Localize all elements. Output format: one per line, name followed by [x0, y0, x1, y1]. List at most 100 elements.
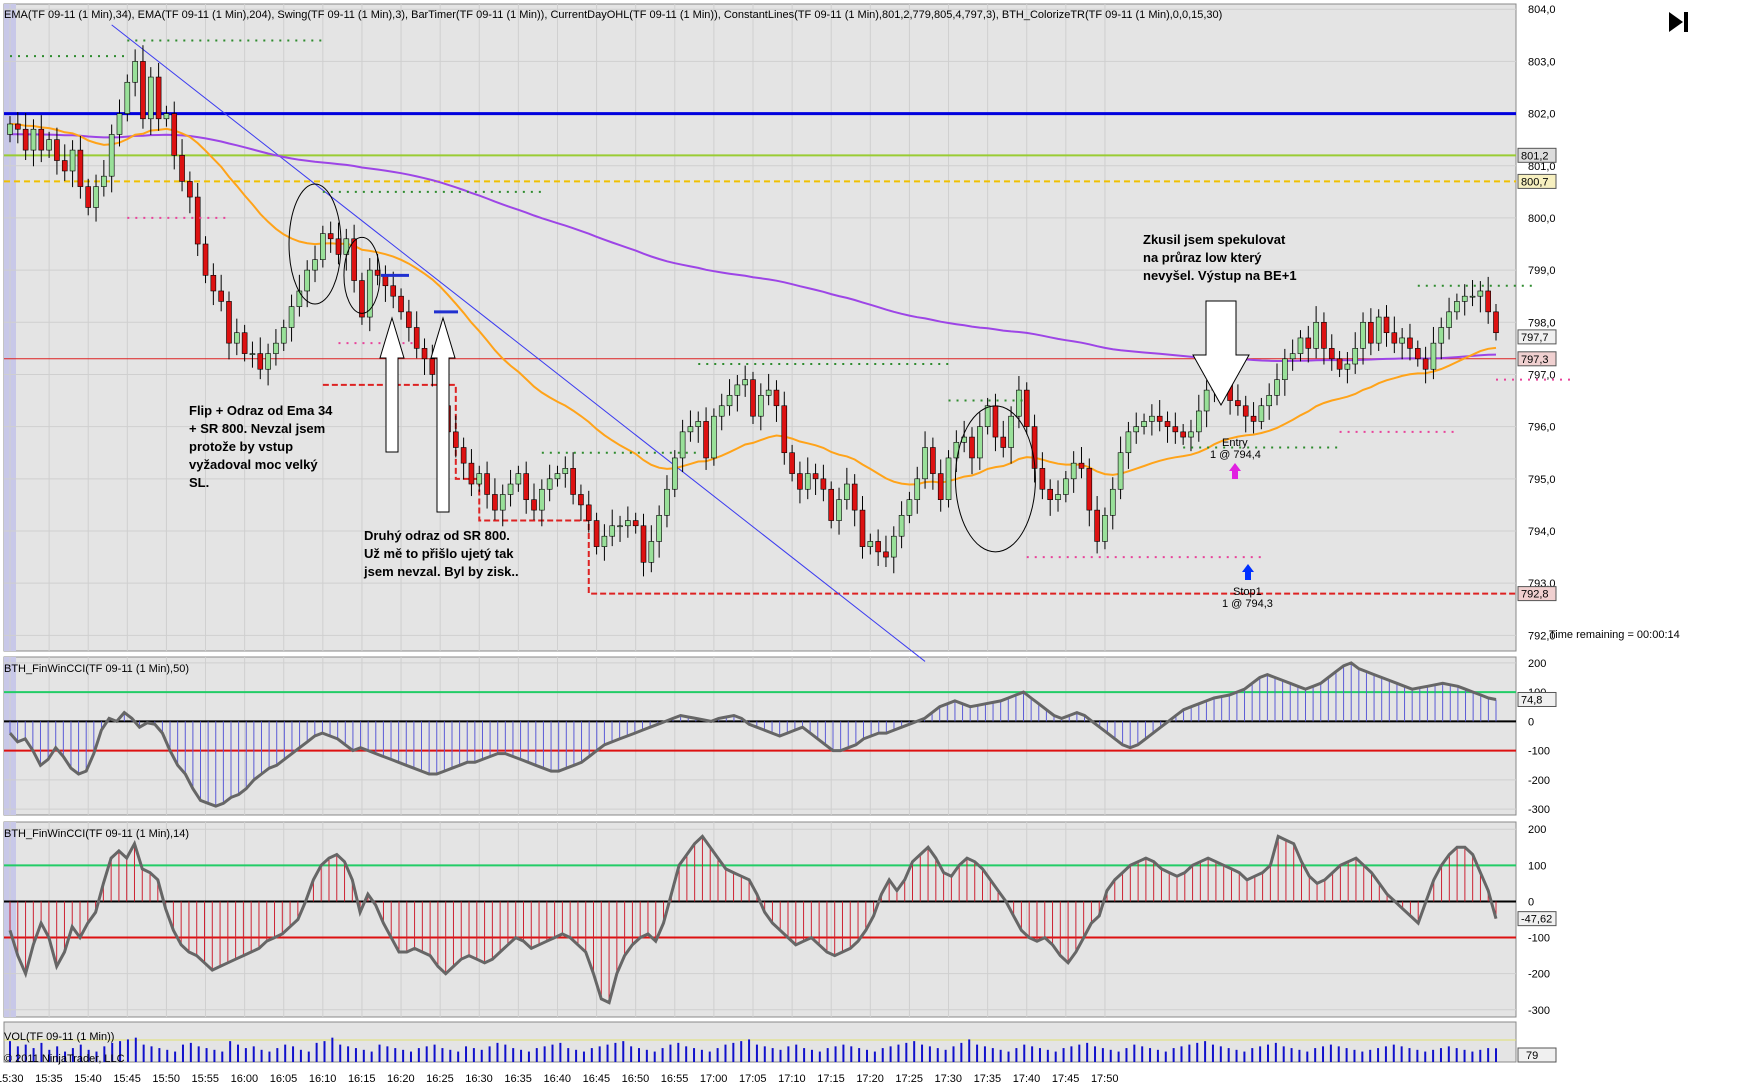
candle-body: [218, 290, 224, 302]
price-tag-box: [1517, 147, 1557, 163]
candle: [22, 113, 29, 161]
price-panel[interactable]: [4, 24, 1575, 662]
candle: [812, 463, 819, 495]
annotation-circle: [288, 183, 342, 305]
panel-background: [3, 1021, 1517, 1063]
price-tag: 797,7: [1517, 329, 1557, 345]
candle: [789, 444, 795, 482]
candle-body: [499, 494, 506, 511]
candle: [1109, 477, 1116, 530]
candle-body: [280, 327, 287, 344]
candle: [828, 481, 835, 529]
candle: [695, 411, 702, 443]
candle: [914, 466, 921, 514]
candle-body: [155, 76, 162, 120]
candle: [898, 501, 905, 549]
candle-body: [1313, 321, 1319, 349]
candle: [124, 74, 131, 122]
svg-text:Entry: Entry: [1222, 437, 1248, 449]
candle-body: [366, 269, 373, 318]
candle: [851, 474, 858, 527]
candle-body: [781, 405, 788, 454]
candle-body: [1414, 348, 1421, 360]
candle-body: [984, 405, 991, 427]
candle-body: [1368, 321, 1374, 344]
time-tick-label: 16:45: [583, 1073, 611, 1085]
candle-body: [1149, 415, 1155, 422]
candle: [593, 512, 600, 555]
candle-body: [1196, 410, 1202, 433]
candle: [1360, 312, 1366, 365]
candle-body: [257, 353, 264, 370]
candle-body: [296, 290, 303, 307]
price-tick-label: 797,0: [1528, 369, 1556, 381]
candle: [1180, 424, 1186, 445]
candle-body: [828, 488, 835, 521]
volume-panel[interactable]: [4, 1037, 1516, 1062]
svg-text:1 @ 794,4: 1 @ 794,4: [1210, 449, 1261, 461]
candle-body: [539, 488, 545, 511]
candle-body: [523, 473, 529, 500]
cci50-panel[interactable]: [4, 661, 1516, 808]
candle-body: [1454, 301, 1460, 313]
time-tick-label: 17:45: [1052, 1073, 1080, 1085]
svg-text:Už mě to přišlo ujetý tak: Už mě to přišlo ujetý tak: [364, 546, 514, 561]
candle: [1438, 317, 1445, 360]
candle-body: [695, 421, 702, 427]
candle-body: [1383, 316, 1390, 334]
candle: [1047, 479, 1053, 516]
candle: [1336, 350, 1343, 378]
candle: [296, 274, 303, 317]
time-tick-label: 17:25: [895, 1073, 923, 1085]
candle: [1063, 470, 1069, 503]
candle: [546, 464, 553, 502]
candle: [726, 379, 733, 416]
candle: [77, 136, 84, 199]
candle-body: [1321, 321, 1327, 349]
candle-body: [687, 426, 694, 433]
price-tick-label: 796,0: [1528, 422, 1556, 434]
scroll-to-end-button[interactable]: [1664, 8, 1694, 36]
candle-body: [171, 113, 178, 156]
annotation-circle: [343, 236, 381, 314]
time-tick-label: 16:35: [504, 1073, 532, 1085]
price-tick-label: 794,0: [1528, 526, 1556, 538]
candle: [1344, 352, 1351, 384]
candle: [249, 341, 256, 368]
annotation-arrow-down: [1192, 300, 1250, 407]
candle-body: [1407, 337, 1413, 349]
candle-body: [1438, 327, 1445, 344]
candle-body: [1469, 295, 1476, 298]
candle-body: [1446, 311, 1452, 328]
candle-body: [1235, 400, 1241, 407]
candle: [179, 139, 185, 192]
candle-body: [1156, 415, 1163, 422]
candle: [1258, 397, 1265, 430]
candle: [421, 338, 428, 375]
price-tick-label: 798,0: [1528, 317, 1556, 329]
candle-body: [625, 520, 631, 527]
candle-body: [7, 123, 13, 135]
candle-body: [992, 405, 999, 438]
candle: [922, 431, 928, 489]
time-tick-label: 17:35: [974, 1073, 1002, 1085]
candle: [312, 245, 318, 283]
price-tick-label: 803,0: [1528, 56, 1556, 68]
candle-body: [1336, 358, 1343, 370]
candle-body: [273, 342, 279, 354]
candle-body: [265, 353, 271, 370]
candle: [46, 131, 52, 158]
candle: [1266, 383, 1272, 420]
cci14-panel[interactable]: [4, 834, 1516, 1005]
price-tag-box: [1517, 329, 1557, 345]
candle-body: [46, 139, 52, 151]
price-tag-text: 800,7: [1521, 176, 1549, 188]
candle: [85, 178, 92, 216]
candle-body: [452, 431, 459, 448]
price-tag-text: 801,2: [1521, 150, 1549, 162]
candle: [609, 509, 616, 547]
cci50-title: BTH_FinWinCCI(TF 09-11 (1 Min),50): [4, 663, 189, 675]
price-tick-label: 795,0: [1528, 474, 1556, 486]
note-flip: Flip + Odraz od Ema 34 + SR 800. Nevzal …: [189, 403, 333, 490]
